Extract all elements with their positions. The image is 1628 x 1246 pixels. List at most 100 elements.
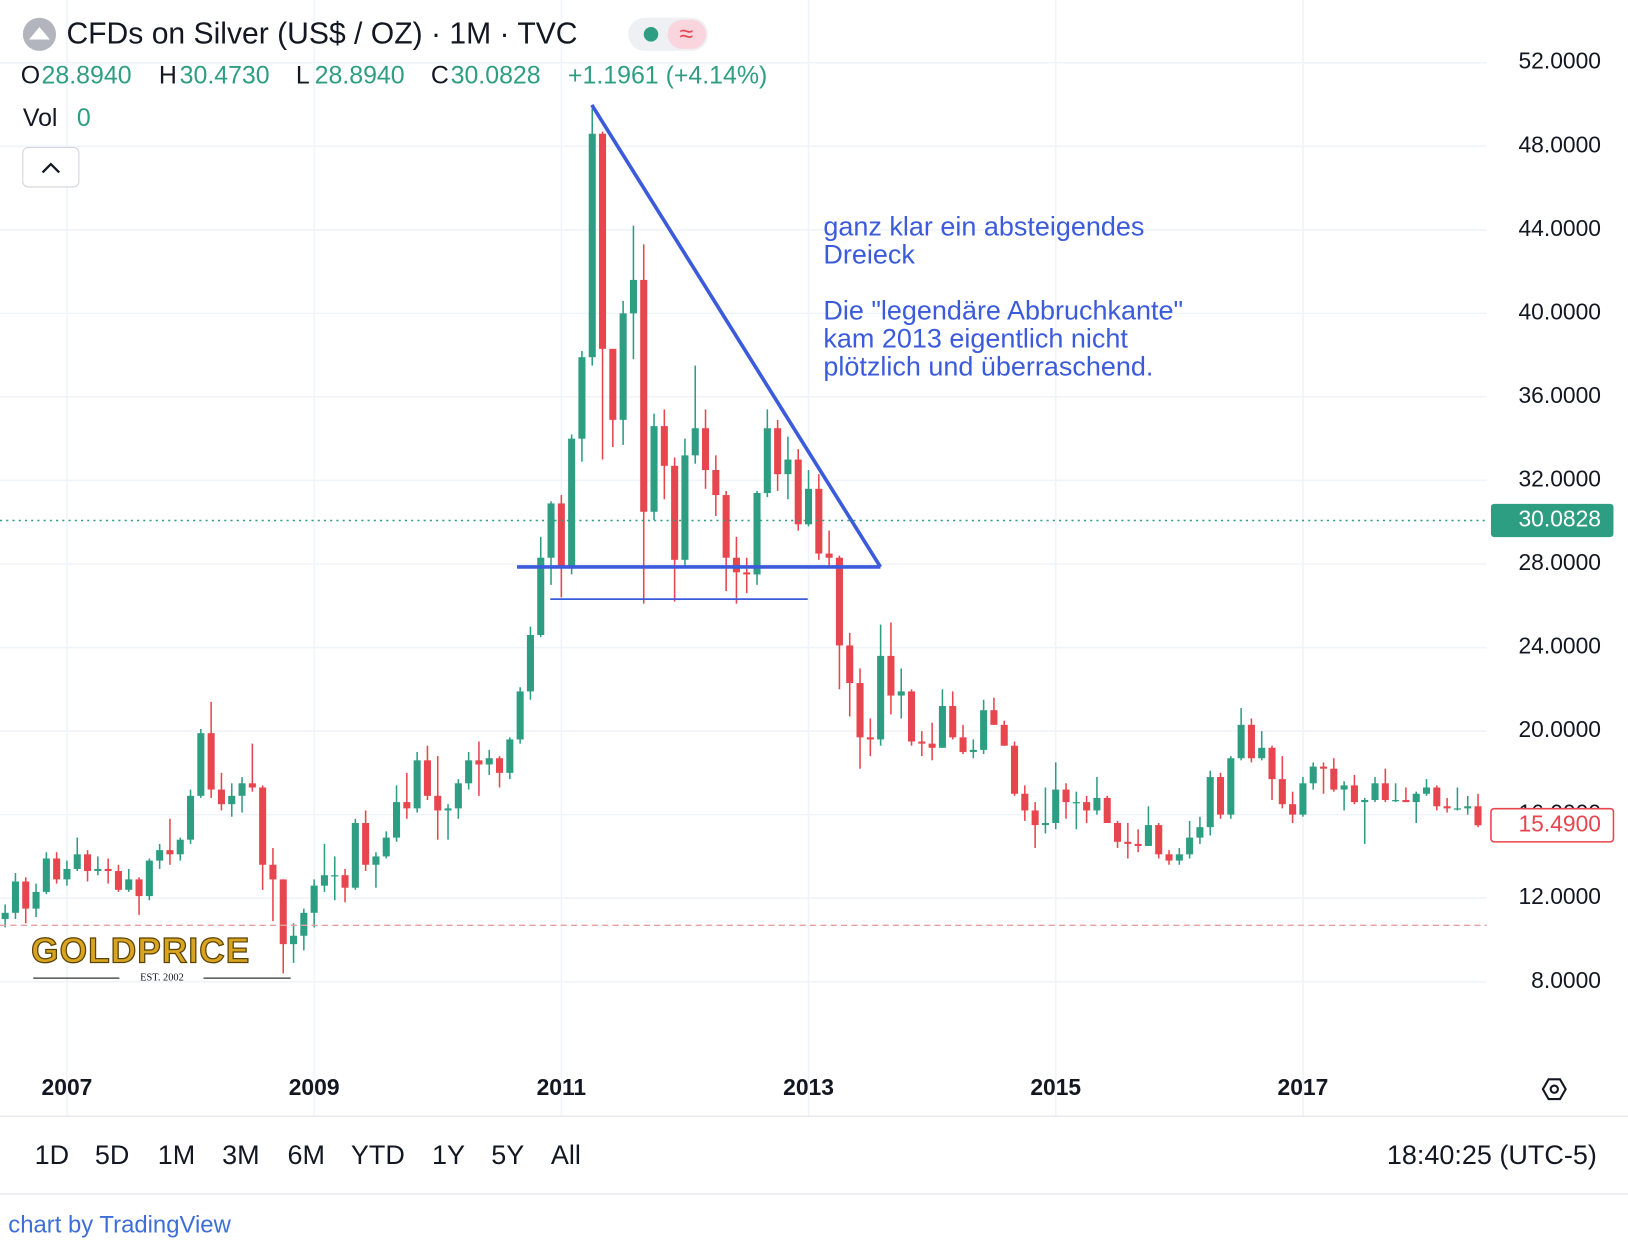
y-tick-label: 32.0000 — [1518, 465, 1601, 491]
candle-body — [578, 357, 586, 439]
candle-body — [1072, 802, 1080, 804]
candle-body — [1134, 843, 1142, 846]
candle-body — [1031, 810, 1039, 826]
vol-label: Vol — [23, 104, 58, 132]
candle-body — [702, 428, 710, 470]
candle-body — [176, 839, 184, 855]
range-button[interactable]: YTD — [351, 1140, 405, 1170]
attribution[interactable]: chart by TradingView — [8, 1212, 231, 1239]
candle-body — [1392, 800, 1400, 802]
candle-body — [114, 871, 122, 890]
candle-body — [403, 802, 411, 809]
candle-body — [197, 733, 205, 796]
x-tick-label: 2017 — [1278, 1074, 1329, 1100]
candle-body — [1165, 854, 1173, 861]
candle-body — [743, 572, 751, 575]
range-button[interactable]: 3M — [222, 1140, 259, 1170]
ohlc-key: O — [21, 61, 40, 89]
candle-body — [1361, 800, 1369, 803]
x-tick-label: 2015 — [1030, 1074, 1081, 1100]
candle-body — [11, 881, 19, 913]
candle-body — [1453, 808, 1461, 810]
candle-body — [1402, 800, 1410, 803]
candle-body — [907, 691, 916, 742]
candle-body — [42, 858, 50, 892]
candle-body — [671, 465, 679, 560]
candle-body — [619, 313, 627, 420]
status-dot — [643, 27, 659, 42]
candle-body — [1103, 797, 1111, 823]
ohlc-value: 30.4730 — [180, 61, 270, 89]
candle-body — [1258, 747, 1266, 759]
range-button[interactable]: All — [551, 1140, 581, 1170]
logo-text: GOLDPRICE — [31, 931, 250, 970]
candle-body — [866, 737, 874, 740]
candle-body — [928, 743, 936, 748]
y-tick-label: 20.0000 — [1518, 716, 1601, 742]
candle-body — [1021, 793, 1029, 811]
candle-body — [53, 858, 61, 880]
range-button[interactable]: 1Y — [432, 1140, 465, 1170]
collapse-button[interactable] — [22, 146, 80, 188]
candle-body — [238, 783, 246, 796]
y-tick-label: 28.0000 — [1518, 549, 1601, 575]
ohlc-row: O 28.8940 H 30.4730 L 28.8940 C 30.0828 +1.1961 … — [21, 61, 768, 89]
candle-body — [1319, 766, 1328, 769]
ohlc-key: C — [431, 61, 449, 89]
candle-body — [516, 691, 524, 740]
candle-body — [938, 706, 946, 748]
annotation-line: kam 2013 eigentlich nicht — [823, 324, 1128, 354]
collapse-icon — [41, 162, 60, 174]
symbol-title: CFDs on Silver (US$ / OZ) · 1M · TVC — [66, 17, 577, 50]
range-button[interactable]: 5D — [95, 1140, 130, 1170]
candle-body — [1247, 724, 1255, 759]
candle-body — [949, 706, 957, 738]
candle-body — [660, 426, 668, 466]
candle-body — [1289, 804, 1297, 815]
range-button[interactable]: 1M — [158, 1140, 196, 1170]
candle-body — [362, 822, 370, 865]
candle-body — [763, 428, 771, 493]
candle-body — [609, 348, 617, 420]
candle-body — [1412, 793, 1420, 803]
candle-body — [393, 802, 401, 838]
settings-icon[interactable] — [1541, 1078, 1567, 1101]
candle-body — [1474, 806, 1482, 826]
y-tick-label: 12.0000 — [1518, 883, 1601, 909]
candle-body — [290, 935, 298, 945]
candle-body — [434, 795, 442, 811]
x-tick-label: 2011 — [537, 1074, 587, 1100]
candle-body — [310, 885, 318, 913]
candle-body — [753, 492, 761, 575]
candle-body — [794, 459, 802, 525]
candle-body — [825, 553, 833, 558]
range-button[interactable]: 5Y — [491, 1140, 524, 1170]
candle-body — [1113, 822, 1122, 842]
last-price-label: 15.4900 — [1518, 810, 1601, 836]
x-tick-label: 2013 — [783, 1074, 834, 1100]
candle-body — [1041, 822, 1049, 826]
y-tick-label: 44.0000 — [1518, 215, 1601, 241]
grid — [0, 0, 1487, 1117]
candle-body — [526, 635, 534, 692]
range-button[interactable]: 1D — [35, 1140, 69, 1170]
candle-body — [1299, 783, 1307, 815]
candle-body — [300, 912, 308, 936]
candle-body — [32, 891, 40, 909]
candle-body — [918, 741, 926, 744]
annotation-line: Die "legendäre Abbruchkante" — [823, 296, 1183, 326]
candle-body — [382, 837, 390, 857]
candle-body — [990, 710, 998, 725]
candle-body — [1175, 854, 1183, 861]
candle-body — [1371, 783, 1379, 801]
candle-body — [1186, 837, 1194, 855]
candle-body — [279, 879, 287, 945]
candle-body — [846, 645, 854, 684]
candle-body — [145, 860, 153, 897]
range-button[interactable]: 6M — [288, 1140, 326, 1170]
candle-body — [1093, 797, 1101, 811]
candle-body — [547, 503, 555, 558]
candle-body — [568, 438, 576, 567]
candle-body — [84, 854, 92, 872]
